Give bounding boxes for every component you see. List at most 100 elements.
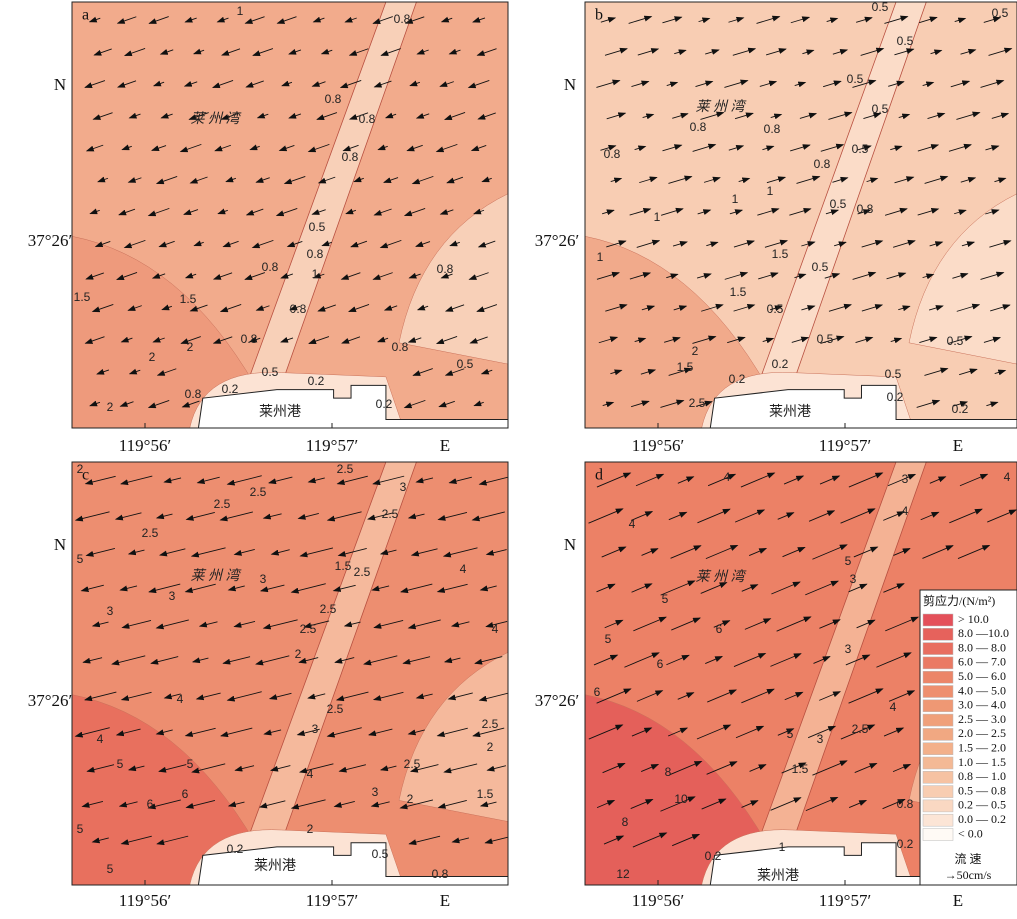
flow-arrow	[588, 508, 624, 524]
flow-arrow	[436, 727, 468, 737]
legend-label: 5.0 — 6.0	[958, 669, 1006, 683]
legend-swatch	[922, 656, 954, 670]
flow-arrow	[248, 336, 261, 343]
flow-arrow	[442, 547, 478, 558]
flow-arrow	[766, 176, 787, 184]
flow-arrow	[320, 48, 333, 55]
legend-label: 0.5 — 0.8	[958, 783, 1006, 797]
flow-arrow	[111, 655, 146, 666]
port-name: 莱州港	[254, 858, 296, 874]
flow-arrow	[288, 48, 302, 55]
flow-arrow	[94, 241, 111, 248]
flow-arrow	[255, 177, 270, 183]
flow-arrow	[114, 512, 142, 521]
legend-swatch	[922, 642, 954, 655]
flow-arrow	[882, 798, 906, 810]
flow-arrow	[337, 548, 367, 557]
east-label: E	[440, 436, 450, 455]
flow-arrow	[415, 241, 431, 247]
longitude-label: 119°57′	[819, 436, 871, 455]
flow-arrow	[668, 367, 693, 376]
flow-arrow	[117, 80, 137, 88]
contour-label: 0.8	[764, 122, 781, 136]
flow-arrow	[824, 272, 841, 279]
contour-label: 6	[594, 685, 601, 699]
flow-arrow	[92, 112, 113, 120]
flow-arrow	[485, 620, 508, 628]
contour-label: 2.5	[482, 717, 499, 731]
flow-arrow	[299, 547, 334, 558]
flow-arrow	[252, 48, 274, 56]
flow-arrow	[290, 583, 326, 594]
flow-arrow	[222, 240, 239, 248]
port-name: 莱州港	[259, 404, 301, 420]
contour-label: 3	[312, 722, 319, 736]
flow-arrow	[308, 336, 330, 345]
flow-arrow	[894, 48, 915, 56]
flow-arrow	[233, 549, 255, 556]
flow-arrow	[610, 177, 623, 184]
flow-arrow	[245, 208, 264, 216]
flow-arrow	[411, 175, 434, 185]
flow-arrow	[120, 475, 153, 486]
flow-arrow	[740, 472, 776, 488]
flow-arrow	[705, 49, 720, 55]
flow-arrow	[642, 113, 655, 120]
flow-arrow	[952, 272, 969, 279]
flow-arrow	[435, 143, 458, 153]
contour-label: 3	[400, 480, 407, 494]
flow-arrow	[342, 144, 359, 152]
flow-arrow	[412, 368, 433, 376]
flow-arrow	[641, 548, 659, 556]
east-label: E	[953, 891, 963, 910]
flow-arrow	[697, 508, 731, 524]
flow-arrow	[629, 272, 652, 280]
flow-arrow	[97, 176, 109, 183]
flow-arrow	[407, 513, 425, 520]
flow-arrow	[948, 143, 972, 152]
contour-label: 5	[77, 822, 84, 836]
flow-arrow	[403, 399, 426, 409]
contour-label: 3	[372, 785, 379, 799]
contour-label: 2	[295, 647, 302, 661]
flow-arrow	[290, 799, 326, 810]
flow-title: 流 速	[954, 852, 981, 866]
flow-arrow	[484, 836, 508, 845]
flow-arrow	[222, 656, 251, 665]
flow-arrow	[748, 548, 768, 556]
legend-swatch	[922, 756, 954, 770]
contour-label: 4	[492, 622, 499, 636]
flow-arrow	[782, 546, 806, 558]
flow-arrow	[898, 305, 911, 312]
panel-label: b	[595, 7, 603, 24]
flow-arrow	[123, 239, 146, 249]
flow-arrow	[630, 511, 654, 521]
flow-arrow	[84, 336, 105, 344]
contour-label: 0.2	[729, 372, 746, 386]
longitude-label: 119°56′	[119, 436, 171, 455]
flow-arrow	[606, 240, 627, 248]
contour-label: 0.5	[812, 260, 829, 274]
flow-arrow	[794, 273, 807, 280]
flow-arrow	[927, 112, 946, 119]
flow-arrow	[251, 239, 274, 249]
contour-label: 2.5	[689, 396, 706, 410]
flow-arrow	[988, 47, 1013, 56]
flow-arrow	[890, 145, 903, 152]
flow-arrow	[298, 763, 334, 774]
contour-label: 0.2	[227, 842, 244, 856]
contour-label: 2.5	[214, 497, 231, 511]
flow-arrow	[451, 837, 470, 844]
contour-label: 3	[902, 472, 909, 486]
flow-arrow	[631, 727, 653, 737]
flow-arrow	[344, 16, 357, 23]
flow-arrow	[596, 472, 632, 488]
flow-arrow	[916, 399, 941, 408]
flow-arrow	[861, 240, 884, 248]
flow-arrow	[633, 616, 667, 632]
flow-arrow	[886, 272, 907, 280]
flow-arrow	[741, 800, 759, 808]
flow-arrow	[278, 144, 295, 152]
contour-label: 1	[237, 4, 244, 18]
legend-swatch	[922, 670, 954, 684]
